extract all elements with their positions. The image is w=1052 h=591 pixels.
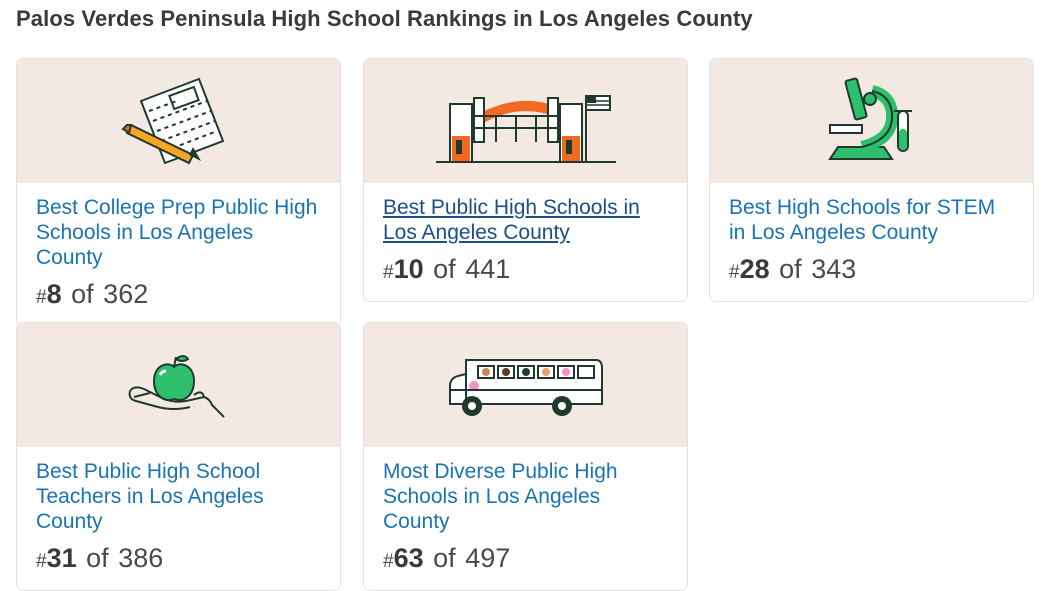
ranking-link[interactable]: Best Public High Schools in Los Angeles …	[383, 196, 640, 244]
rank-line: #28 of 343	[729, 252, 1015, 290]
rank-of: of	[71, 279, 94, 309]
rank-of: of	[433, 254, 456, 284]
ranking-link[interactable]: Best High Schools for STEM in Los Angele…	[729, 196, 996, 244]
rank-of: of	[86, 543, 109, 573]
rank-number: 28	[739, 254, 770, 284]
rank-total: 386	[118, 543, 164, 573]
rank-line: #8 of 362	[36, 277, 322, 315]
rank-total: 441	[465, 254, 511, 284]
rank-number: 10	[393, 254, 424, 284]
ranking-card-teachers[interactable]: Best Public High School Teachers in Los …	[16, 322, 341, 591]
page-title: Palos Verdes Peninsula High School Ranki…	[16, 6, 753, 31]
rank-total: 343	[811, 254, 857, 284]
ranking-link[interactable]: Best Public High School Teachers in Los …	[36, 460, 264, 533]
rank-hash: #	[36, 287, 47, 308]
rank-hash: #	[383, 551, 394, 572]
rank-number: 8	[46, 279, 62, 309]
test-paper-pencil-icon	[120, 77, 224, 165]
apple-hand-icon	[128, 355, 225, 418]
ranking-card-stem[interactable]: Best High Schools for STEM in Los Angele…	[709, 58, 1034, 302]
rank-of: of	[433, 543, 456, 573]
microscope-test-tube-icon	[827, 77, 912, 160]
rank-line: #63 of 497	[383, 541, 669, 579]
card-illustration	[364, 323, 687, 447]
rank-hash: #	[729, 262, 740, 283]
school-bus-icon	[448, 359, 603, 416]
card-illustration	[17, 323, 340, 447]
rank-line: #31 of 386	[36, 541, 322, 579]
ranking-link[interactable]: Best College Prep Public High Schools in…	[36, 196, 318, 269]
card-illustration	[364, 59, 687, 183]
rank-line: #10 of 441	[383, 252, 669, 290]
ranking-card-diverse[interactable]: Most Diverse Public High Schools in Los …	[363, 322, 688, 591]
rank-number: 63	[393, 543, 424, 573]
rank-total: 497	[465, 543, 511, 573]
rank-hash: #	[36, 551, 47, 572]
rank-number: 31	[46, 543, 77, 573]
rank-hash: #	[383, 262, 394, 283]
ranking-card-college-prep[interactable]: Best College Prep Public High Schools in…	[16, 58, 341, 327]
ranking-link[interactable]: Most Diverse Public High Schools in Los …	[383, 460, 618, 533]
card-illustration	[710, 59, 1033, 183]
school-gate-flag-icon	[435, 95, 616, 163]
ranking-card-public[interactable]: Best Public High Schools in Los Angeles …	[363, 58, 688, 302]
card-illustration	[17, 59, 340, 183]
rank-of: of	[779, 254, 802, 284]
rank-total: 362	[103, 279, 149, 309]
